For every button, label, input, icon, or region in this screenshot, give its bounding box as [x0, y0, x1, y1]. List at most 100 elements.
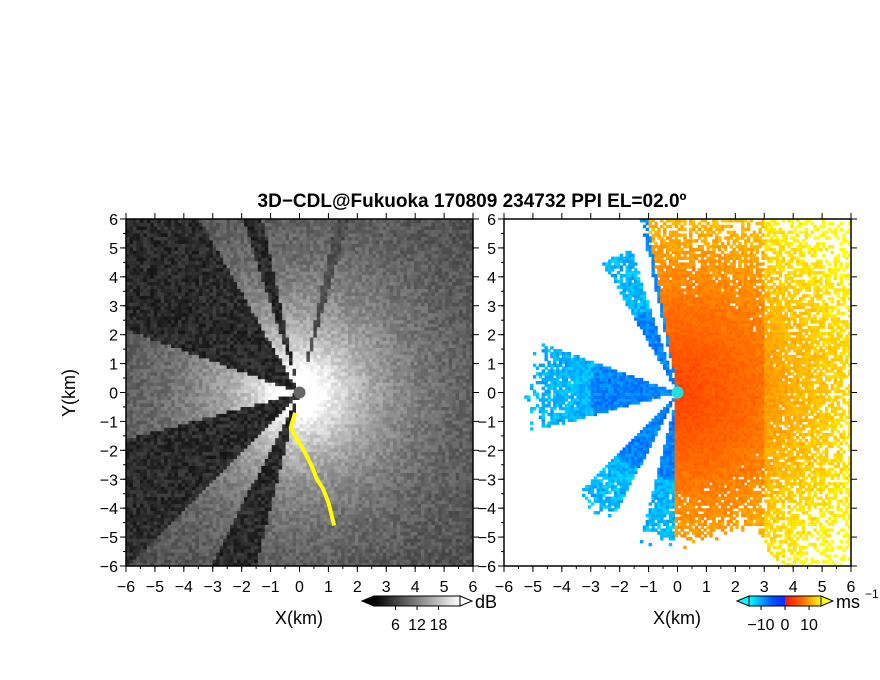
reflectivity-cell	[157, 229, 162, 234]
reflectivity-cell	[271, 437, 276, 442]
reflectivity-cell	[243, 562, 249, 566]
reflectivity-cell	[271, 291, 276, 296]
reflectivity-cell	[195, 281, 200, 286]
reflectivity-cell	[271, 236, 276, 241]
reflectivity-cell	[282, 326, 287, 331]
reflectivity-cell	[261, 389, 266, 394]
reflectivity-cell	[268, 507, 273, 512]
reflectivity-cell	[164, 555, 169, 560]
reflectivity-cell	[216, 229, 221, 234]
reflectivity-cell	[226, 239, 231, 244]
reflectivity-cell	[195, 295, 200, 300]
reflectivity-cell	[285, 500, 290, 505]
reflectivity-cell	[143, 444, 148, 449]
reflectivity-cell	[261, 444, 266, 449]
reflectivity-cell	[226, 347, 231, 352]
reflectivity-cell	[240, 545, 245, 550]
reflectivity-cell	[164, 364, 169, 369]
reflectivity-cell	[160, 246, 165, 251]
reflectivity-cell	[247, 375, 252, 380]
reflectivity-cell	[171, 277, 176, 283]
reflectivity-cell	[136, 291, 141, 296]
reflectivity-cell	[254, 430, 259, 435]
reflectivity-cell	[129, 489, 134, 494]
reflectivity-cell	[143, 507, 148, 512]
reflectivity-cell	[261, 298, 266, 303]
reflectivity-cell	[212, 430, 217, 435]
reflectivity-cell	[216, 385, 221, 390]
reflectivity-cell	[184, 340, 190, 345]
reflectivity-cell	[171, 465, 176, 470]
reflectivity-cell	[202, 479, 207, 484]
reflectivity-cell	[240, 277, 245, 283]
reflectivity-cell	[146, 354, 151, 359]
reflectivity-cell	[243, 468, 249, 473]
reflectivity-cell	[282, 461, 287, 466]
reflectivity-cell	[226, 475, 231, 480]
reflectivity-cell	[254, 291, 259, 296]
reflectivity-cell	[205, 531, 210, 536]
reflectivity-cell	[247, 559, 252, 564]
reflectivity-cell	[191, 295, 196, 300]
reflectivity-cell	[178, 229, 183, 234]
reflectivity-cell	[233, 382, 238, 387]
reflectivity-cell	[226, 222, 231, 227]
reflectivity-cell	[233, 517, 238, 522]
reflectivity-cell	[164, 257, 169, 262]
reflectivity-cell	[129, 225, 134, 231]
reflectivity-cell	[139, 302, 144, 307]
reflectivity-cell	[296, 302, 301, 307]
reflectivity-cell	[157, 389, 162, 394]
reflectivity-cell	[216, 361, 221, 366]
reflectivity-cell	[143, 406, 148, 411]
reflectivity-cell	[223, 336, 228, 342]
reflectivity-cell	[278, 229, 283, 234]
reflectivity-cell	[181, 534, 186, 539]
reflectivity-cell	[233, 482, 238, 487]
reflectivity-cell	[271, 496, 276, 501]
reflectivity-cell	[223, 423, 228, 428]
reflectivity-cell	[129, 552, 134, 557]
reflectivity-cell	[198, 288, 203, 293]
reflectivity-cell	[285, 409, 290, 414]
reflectivity-cell	[150, 458, 155, 463]
reflectivity-cell	[174, 430, 179, 435]
reflectivity-cell	[230, 468, 235, 473]
reflectivity-cell	[167, 482, 172, 487]
reflectivity-cell	[250, 430, 255, 435]
reflectivity-cell	[240, 468, 245, 473]
reflectivity-cell	[296, 232, 301, 237]
reflectivity-cell	[268, 402, 273, 407]
reflectivity-cell	[289, 319, 294, 324]
reflectivity-cell	[261, 219, 266, 224]
reflectivity-cell	[202, 291, 207, 296]
reflectivity-cell	[233, 420, 238, 425]
reflectivity-cell	[223, 378, 228, 383]
reflectivity-cell	[136, 295, 141, 300]
reflectivity-cell	[178, 323, 183, 328]
reflectivity-cell	[264, 402, 269, 407]
reflectivity-cell	[188, 319, 193, 324]
reflectivity-cell	[212, 451, 217, 456]
reflectivity-cell	[153, 503, 158, 508]
reflectivity-cell	[289, 232, 294, 237]
reflectivity-cell	[250, 395, 255, 401]
reflectivity-cell	[198, 364, 203, 369]
reflectivity-cell	[243, 250, 249, 255]
reflectivity-cell	[233, 250, 238, 255]
reflectivity-cell	[126, 500, 131, 505]
reflectivity-cell	[209, 434, 214, 439]
reflectivity-cell	[143, 486, 148, 491]
reflectivity-cell	[264, 472, 269, 477]
reflectivity-cell	[174, 468, 179, 473]
reflectivity-cell	[230, 524, 235, 529]
reflectivity-cell	[171, 385, 176, 390]
reflectivity-cell	[257, 274, 262, 279]
reflectivity-cell	[195, 291, 200, 296]
reflectivity-cell	[233, 347, 238, 352]
reflectivity-cell	[254, 552, 259, 557]
reflectivity-cell	[289, 364, 294, 369]
reflectivity-cell	[212, 493, 217, 498]
reflectivity-cell	[230, 277, 235, 283]
reflectivity-cell	[233, 281, 238, 286]
